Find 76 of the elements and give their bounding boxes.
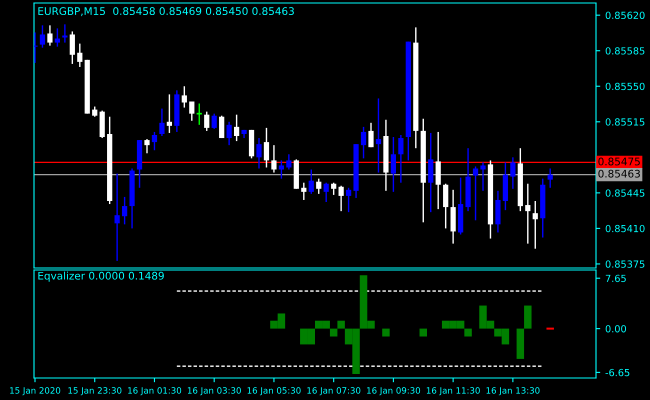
candlestick	[152, 131, 158, 151]
x-tick-label: 16 Jan 03:30	[188, 387, 241, 396]
candlestick	[40, 24, 46, 48]
candlestick	[338, 185, 344, 212]
candlestick	[548, 168, 553, 188]
ref-line-label: 0.85463	[598, 170, 640, 178]
x-tick-label: 16 Jan 11:30	[426, 387, 480, 396]
candlestick	[428, 132, 434, 213]
ref-line-label: 0.85475	[598, 158, 640, 166]
y-tick-label: -6.65	[606, 368, 630, 376]
bar	[330, 328, 338, 337]
chart-title: Eqvalizer 0.0000 0.1489	[38, 272, 164, 282]
x-tick-label: 16 Jan 13:30	[486, 387, 540, 396]
y-tick-label: 0.85550	[606, 82, 645, 90]
bar	[524, 306, 532, 329]
candlestick	[331, 182, 336, 196]
candlestick	[316, 178, 322, 195]
candlestick	[301, 182, 306, 201]
y-tick-label: 0.85375	[606, 260, 644, 268]
candlestick	[47, 24, 53, 46]
candlestick	[122, 196, 128, 226]
candlestick	[54, 28, 60, 48]
y-tick-label: 0.85585	[606, 47, 644, 55]
candlestick	[256, 137, 262, 170]
x-tick-label: 15 Jan 23:30	[68, 387, 122, 396]
x-tick-label: 16 Jan 09:30	[367, 387, 420, 396]
candlestick	[219, 115, 224, 139]
y-tick-label: 7.65	[606, 274, 626, 282]
x-tick-label: 15 Jan 2020	[10, 387, 60, 396]
candlestick	[472, 166, 478, 221]
candlestick	[204, 110, 210, 132]
candlestick	[525, 183, 530, 244]
bar	[420, 328, 427, 337]
candlestick	[92, 106, 98, 118]
candlestick	[480, 162, 486, 192]
bar	[516, 328, 524, 359]
candlestick	[390, 136, 396, 193]
candlestick	[436, 131, 441, 210]
y-tick-label: 0.85410	[606, 224, 645, 232]
candlestick	[182, 86, 187, 108]
bar	[464, 328, 472, 337]
y-tick-label: 0.85620	[606, 12, 645, 20]
candlestick	[114, 172, 120, 262]
candlestick	[286, 154, 292, 170]
candlestick	[324, 182, 329, 203]
candlestick	[70, 30, 75, 65]
candlestick	[166, 94, 172, 134]
y-tick-label: 0.00	[606, 325, 626, 332]
candlestick	[264, 127, 270, 168]
candlestick	[189, 100, 194, 122]
chart-title: EURGBP,M15 0.85458 0.85469 0.85450 0.85463	[38, 7, 294, 16]
bar	[337, 320, 345, 329]
candlestick	[532, 200, 538, 250]
candlestick	[443, 183, 448, 230]
candlestick	[278, 160, 284, 180]
candlestick	[144, 138, 150, 154]
candlestick	[346, 187, 352, 213]
x-tick-label: 16 Jan 01:30	[128, 387, 182, 396]
candlestick	[226, 121, 232, 146]
candlestick	[376, 98, 382, 174]
x-tick-label: 16 Jan 07:30	[307, 387, 360, 396]
candlestick	[368, 122, 374, 148]
bar	[382, 328, 390, 337]
candlestick	[271, 144, 277, 174]
x-tick-label: 16 Jan 05:30	[248, 387, 301, 396]
y-tick-label: 0.85445	[606, 189, 644, 197]
candlestick	[77, 42, 82, 68]
candlestick	[308, 168, 314, 195]
candlestick	[398, 134, 404, 184]
candlestick	[62, 24, 68, 44]
candlestick	[234, 114, 240, 142]
candlestick	[212, 112, 217, 130]
candlestick	[510, 156, 516, 190]
candlestick	[360, 126, 366, 160]
y-tick-label: 0.85515	[606, 118, 644, 126]
candlestick	[159, 108, 165, 137]
